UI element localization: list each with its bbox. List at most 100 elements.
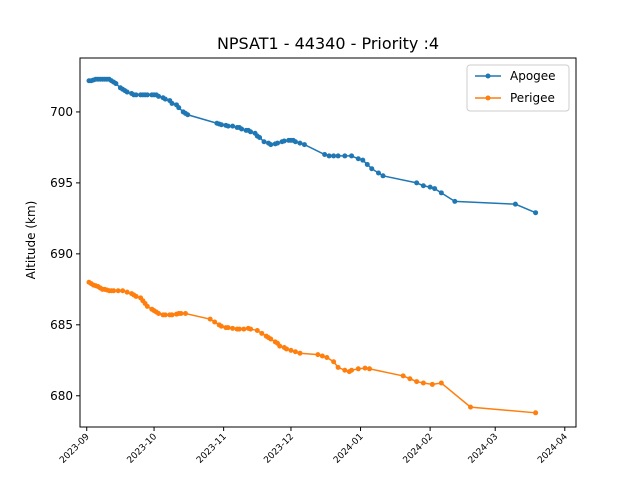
data-point-apogee-65 (322, 152, 328, 158)
data-point-apogee-83 (512, 201, 518, 207)
data-point-apogee-84 (533, 210, 539, 216)
data-point-perigee-77 (533, 410, 539, 416)
data-point-apogee-69 (342, 153, 348, 159)
data-point-perigee-25 (156, 310, 162, 316)
data-point-apogee-67 (331, 153, 337, 159)
data-point-perigee-33 (182, 310, 188, 316)
data-point-perigee-74 (429, 381, 435, 387)
data-point-apogee-33 (176, 105, 182, 111)
data-point-perigee-46 (254, 327, 260, 333)
series-perigee (86, 279, 539, 416)
plot-frame (79, 57, 577, 428)
data-point-apogee-68 (335, 153, 341, 159)
data-point-perigee-45 (248, 326, 254, 332)
data-point-perigee-63 (335, 364, 341, 370)
data-point-apogee-23 (144, 92, 150, 98)
data-point-apogee-48 (248, 129, 254, 135)
data-point-perigee-67 (355, 366, 361, 372)
data-point-perigee-60 (319, 353, 325, 359)
data-point-apogee-64 (301, 142, 307, 148)
data-point-perigee-72 (414, 379, 420, 385)
data-point-perigee-14 (124, 289, 130, 295)
data-point-perigee-50 (268, 336, 274, 342)
chart-title: NPSAT1 - 44340 - Priority :4 (217, 34, 439, 53)
data-point-perigee-12 (115, 288, 121, 294)
data-point-perigee-42 (236, 326, 242, 332)
data-point-perigee-37 (218, 323, 224, 329)
data-point-perigee-43 (241, 326, 247, 332)
data-point-apogee-82 (452, 198, 458, 204)
data-point-apogee-58 (281, 138, 287, 144)
data-point-apogee-45 (239, 126, 245, 132)
data-point-perigee-27 (162, 312, 168, 318)
data-point-perigee-62 (331, 359, 337, 365)
data-point-apogee-29 (162, 96, 168, 102)
data-point-apogee-36 (185, 112, 191, 118)
y-axis: 680 685 690 695 700 (50, 105, 80, 403)
data-point-apogee-27 (156, 93, 162, 99)
data-point-apogee-41 (225, 123, 231, 129)
series-layer (86, 76, 539, 416)
data-point-apogee-16 (124, 89, 130, 95)
data-point-apogee-56 (275, 140, 280, 146)
data-point-perigee-32 (178, 310, 184, 316)
data-point-apogee-51 (257, 134, 263, 140)
y-tick-label-680: 680 (50, 389, 73, 403)
data-point-apogee-77 (414, 180, 420, 186)
data-point-apogee-73 (364, 161, 370, 167)
data-point-perigee-59 (315, 352, 321, 358)
data-point-perigee-34 (207, 316, 213, 322)
series-apogee (86, 76, 539, 216)
data-point-apogee-80 (432, 186, 438, 192)
data-point-perigee-75 (438, 380, 444, 386)
data-point-perigee-29 (169, 312, 175, 318)
data-point-perigee-76 (468, 404, 474, 410)
data-point-apogee-52 (261, 139, 267, 145)
data-point-apogee-71 (355, 156, 361, 162)
data-point-apogee-19 (133, 92, 139, 98)
data-point-perigee-56 (288, 347, 294, 353)
y-tick-label-700: 700 (50, 105, 73, 119)
data-point-apogee-31 (169, 100, 175, 106)
legend: Apogee Perigee (466, 64, 570, 112)
legend-apogee-label: Apogee (510, 69, 556, 83)
data-point-perigee-53 (277, 343, 283, 349)
data-point-apogee-42 (230, 123, 236, 129)
y-axis-label: Altitude (km) (24, 201, 38, 280)
legend-perigee-marker (485, 95, 491, 101)
legend-apogee-marker (485, 73, 491, 79)
data-point-apogee-78 (420, 183, 426, 189)
data-point-apogee-54 (268, 142, 274, 148)
data-point-perigee-64 (342, 367, 348, 373)
data-point-apogee-72 (360, 157, 366, 163)
y-tick-label-690: 690 (50, 247, 73, 261)
data-point-perigee-13 (120, 288, 126, 294)
data-point-perigee-71 (407, 376, 413, 382)
data-point-perigee-58 (297, 350, 303, 356)
data-point-perigee-73 (420, 380, 426, 386)
data-point-perigee-70 (400, 373, 406, 379)
data-point-apogee-70 (349, 153, 355, 159)
data-point-perigee-47 (259, 330, 265, 336)
data-point-perigee-69 (367, 366, 373, 372)
data-point-perigee-55 (283, 346, 289, 352)
data-point-perigee-57 (292, 349, 298, 355)
data-point-apogee-79 (427, 184, 433, 190)
data-point-apogee-39 (218, 122, 224, 128)
y-tick-label-685: 685 (50, 318, 73, 332)
data-point-apogee-81 (438, 190, 444, 196)
data-point-perigee-21 (144, 303, 150, 309)
data-point-perigee-68 (362, 365, 368, 371)
data-point-apogee-74 (369, 166, 375, 172)
data-point-apogee-76 (380, 173, 386, 179)
data-point-perigee-39 (225, 325, 231, 331)
data-point-perigee-61 (324, 354, 330, 360)
data-point-apogee-12 (113, 81, 119, 87)
data-point-apogee-62 (292, 139, 298, 145)
data-point-perigee-35 (212, 319, 218, 325)
data-point-perigee-11 (111, 288, 117, 294)
data-point-apogee-75 (376, 170, 381, 176)
data-point-perigee-40 (230, 325, 236, 331)
data-point-apogee-66 (326, 153, 332, 159)
